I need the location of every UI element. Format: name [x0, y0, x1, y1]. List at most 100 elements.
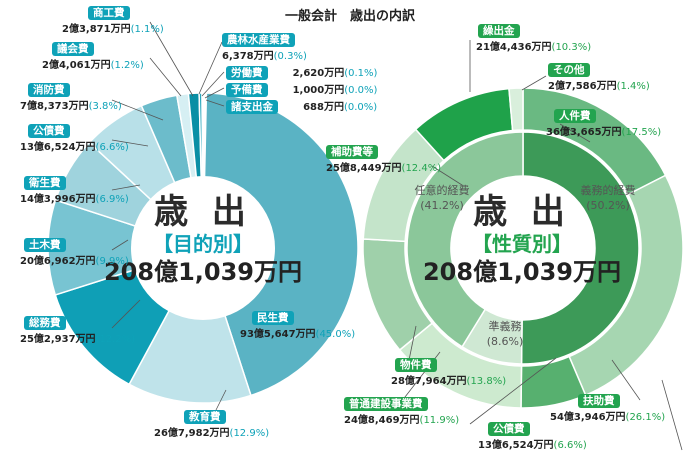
leader-line-19	[469, 357, 557, 425]
right-center-sub: 【性質別】	[472, 232, 572, 256]
leader-line-11	[205, 99, 225, 107]
label-pct: (13.8%)	[466, 376, 507, 387]
inner-label-optional: 任意的経費 (41.2%)	[402, 183, 482, 213]
leader-line-6	[111, 299, 141, 329]
label-amount: 7億8,373万円	[20, 101, 89, 112]
label-amount: 13億6,524万円	[478, 440, 554, 451]
left-center-amount: 208億1,039万円	[103, 258, 302, 286]
right-center-hole	[453, 178, 593, 318]
label-tag: 繰出金	[478, 24, 520, 38]
label-tag: 土木費	[24, 238, 66, 252]
label-pct: (0.3%)	[273, 51, 307, 62]
label-pct: (6.6%)	[553, 440, 587, 451]
label-tag: 衛生費	[24, 176, 66, 190]
leader-line-3	[111, 139, 149, 147]
label-amount: 1,000万円	[292, 85, 345, 96]
label-pct: (26.1%)	[625, 412, 666, 423]
inner-semi-name: 準義務	[488, 320, 522, 333]
label-tag: 民生費	[252, 311, 294, 325]
leader-line-1	[149, 57, 182, 97]
label-kosaihi-right: 公債費 13億6,524万円(6.6%)	[478, 420, 587, 453]
inner-mandatory-name: 義務的経費	[580, 184, 636, 197]
label-eiseihi: 衛生費 14億3,996万円(6.9%)	[20, 174, 129, 207]
label-pct: (17.5%)	[621, 127, 662, 138]
leader-line-9	[201, 71, 225, 97]
label-tag: 普通建設事業費	[344, 397, 428, 411]
leader-line-18	[611, 359, 641, 401]
chart-title: 一般会計 歳出の内訳	[284, 9, 415, 24]
label-bukkenhi: 物件費 28億7,964万円(13.8%)	[391, 356, 507, 389]
inner-optional-name: 任意的経費	[414, 184, 470, 197]
label-gikaihi: 議会費 2億4,061万円(1.2%)	[42, 40, 144, 73]
label-amount: 21億4,436万円	[476, 42, 552, 53]
right-center-label: 歳 出 【性質別】 208億1,039万円	[412, 193, 632, 287]
label-pct: (0.0%)	[344, 85, 378, 96]
leader-line-8	[198, 41, 223, 95]
label-yobihi: 予備費 1,000万円(0.0%)	[226, 81, 377, 98]
label-tag: 人件費	[554, 109, 596, 123]
label-pct: (12.4%)	[401, 163, 442, 174]
label-tag: 商工費	[88, 6, 130, 20]
label-somuhi: 総務費 25億2,937万円(12.2%)	[20, 314, 136, 347]
label-amount: 2,620万円	[292, 68, 345, 79]
label-amount: 25億2,937万円	[20, 334, 96, 345]
label-amount: 2億4,061万円	[42, 60, 111, 71]
label-kyoikuhi: 教育費 26億7,982万円(12.9%)	[154, 408, 269, 441]
label-amount: 688万円	[303, 102, 344, 113]
label-tag: 公債費	[488, 422, 530, 436]
leader-line-15	[431, 165, 463, 186]
inner-optional-pct: (41.2%)	[420, 199, 464, 212]
inner-label-mandatory: 義務的経費 (50.2%)	[568, 183, 648, 213]
label-amount: 26億7,982万円	[154, 428, 230, 439]
right-inner-slice-0	[520, 131, 640, 365]
leader-line-0	[149, 21, 194, 97]
label-amount: 6,378万円	[222, 51, 274, 62]
left-center-main: 歳 出	[154, 192, 252, 232]
label-amount: 54億3,946万円	[550, 412, 626, 423]
label-tag: 補助費等	[326, 145, 378, 159]
label-rodohi: 労働費 2,620万円(0.1%)	[226, 64, 377, 81]
right-center-main: 歳 出	[473, 192, 571, 232]
label-tag: 物件費	[395, 358, 437, 372]
label-tag: 労働費	[226, 66, 268, 80]
label-kensetsu: 普通建設事業費 24億8,469万円(11.9%)	[344, 395, 459, 428]
leader-line-13	[521, 75, 547, 91]
label-minseihi: 民生費 93億5,647万円(45.0%)	[240, 309, 355, 342]
label-norinhi: 農林水産業費 6,378万円(0.3%)	[222, 31, 307, 64]
label-sonota: その他 2億7,586万円(1.4%)	[548, 61, 650, 94]
leader-line-2	[111, 99, 164, 121]
label-amount: 24億8,469万円	[344, 415, 420, 426]
label-pct: (6.6%)	[95, 142, 129, 153]
label-shoshishutsu: 諸支出金 688万円(0.0%)	[226, 98, 377, 115]
label-tag: 諸支出金	[226, 100, 278, 114]
leader-line-5	[111, 239, 129, 251]
inner-label-semi: 準義務 (8.6%)	[470, 319, 540, 349]
label-pct: (1.1%)	[130, 24, 164, 35]
label-shokohi: 商工費 2億3,871万円(1.1%)	[62, 4, 164, 37]
label-tag: 扶助費	[578, 394, 620, 408]
leader-line-20	[661, 379, 683, 451]
label-tag: 総務費	[24, 316, 66, 330]
label-amount: 28億7,964万円	[391, 376, 467, 387]
label-shobohi: 消防費 7億8,373万円(3.8%)	[20, 81, 122, 114]
label-pct: (1.2%)	[110, 60, 144, 71]
right-outer-slice-7	[508, 87, 524, 132]
label-pct: (12.2%)	[95, 334, 136, 345]
label-pct: (0.1%)	[344, 68, 378, 79]
right-inner-slice-2	[406, 131, 524, 348]
label-hojohi: 補助費等 25億8,449万円(12.4%)	[326, 143, 441, 176]
left-center-label: 歳 出 【目的別】 208億1,039万円	[93, 193, 313, 287]
inner-semi-pct: (8.6%)	[486, 335, 524, 348]
label-amount: 14億3,996万円	[20, 194, 96, 205]
label-tag: 予備費	[226, 83, 268, 97]
left-center-sub: 【目的別】	[153, 232, 253, 256]
leader-line-14	[559, 123, 591, 143]
label-amount: 2億7,586万円	[548, 81, 617, 92]
inner-mandatory-pct: (50.2%)	[586, 199, 630, 212]
label-amount: 13億6,524万円	[20, 142, 96, 153]
label-amount: 93億5,647万円	[240, 329, 316, 340]
label-dobokuhi: 土木費 20億6,962万円(9.9%)	[20, 236, 129, 269]
label-tag: 教育費	[184, 410, 226, 424]
label-amount: 20億6,962万円	[20, 256, 96, 267]
